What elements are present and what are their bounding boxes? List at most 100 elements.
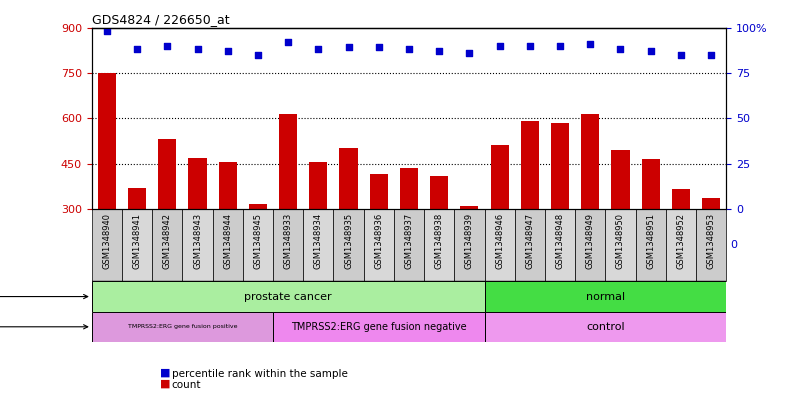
Bar bbox=[339, 149, 358, 209]
Text: GSM1348942: GSM1348942 bbox=[163, 213, 172, 268]
Text: GSM1348946: GSM1348946 bbox=[495, 213, 504, 269]
Bar bbox=[460, 206, 479, 209]
Bar bbox=[334, 209, 364, 281]
Bar bbox=[484, 209, 515, 281]
Bar bbox=[394, 209, 424, 281]
Text: GSM1348945: GSM1348945 bbox=[254, 213, 263, 268]
Bar bbox=[92, 312, 273, 342]
Bar bbox=[273, 312, 484, 342]
Text: prostate cancer: prostate cancer bbox=[244, 292, 332, 301]
Bar bbox=[310, 162, 327, 209]
Text: GSM1348939: GSM1348939 bbox=[465, 213, 474, 269]
Bar bbox=[303, 209, 334, 281]
Point bbox=[554, 42, 567, 49]
Point bbox=[584, 41, 597, 47]
Text: GSM1348949: GSM1348949 bbox=[586, 213, 595, 268]
Bar bbox=[454, 209, 484, 281]
Bar bbox=[249, 204, 267, 209]
Point bbox=[463, 50, 476, 56]
Point bbox=[101, 28, 113, 34]
Bar bbox=[183, 209, 212, 281]
Text: GSM1348938: GSM1348938 bbox=[435, 213, 444, 269]
Point bbox=[221, 48, 234, 54]
Text: TMPRSS2:ERG gene fusion positive: TMPRSS2:ERG gene fusion positive bbox=[128, 324, 237, 329]
Bar bbox=[484, 281, 726, 312]
Point bbox=[131, 46, 144, 52]
Text: GSM1348936: GSM1348936 bbox=[374, 213, 383, 269]
Text: GSM1348943: GSM1348943 bbox=[193, 213, 202, 269]
Point bbox=[644, 48, 657, 54]
Text: GSM1348950: GSM1348950 bbox=[616, 213, 625, 268]
Bar bbox=[696, 209, 726, 281]
Point bbox=[674, 51, 687, 58]
Bar bbox=[369, 174, 388, 209]
Bar bbox=[575, 209, 606, 281]
Bar bbox=[606, 209, 635, 281]
Bar bbox=[364, 209, 394, 281]
Bar bbox=[430, 176, 448, 209]
Bar bbox=[515, 209, 545, 281]
Point bbox=[493, 42, 506, 49]
Text: genotype/variation: genotype/variation bbox=[0, 322, 88, 332]
Text: GSM1348941: GSM1348941 bbox=[132, 213, 141, 268]
Bar bbox=[128, 188, 146, 209]
Point bbox=[161, 42, 174, 49]
Text: ■: ■ bbox=[160, 368, 170, 378]
Bar bbox=[188, 158, 207, 209]
Text: GSM1348948: GSM1348948 bbox=[555, 213, 564, 269]
Point bbox=[312, 46, 325, 52]
Bar bbox=[92, 209, 122, 281]
Point bbox=[282, 39, 294, 45]
Bar bbox=[92, 281, 484, 312]
Point bbox=[402, 46, 415, 52]
Text: GSM1348933: GSM1348933 bbox=[283, 213, 293, 269]
Bar bbox=[158, 140, 176, 209]
Bar bbox=[672, 189, 690, 209]
Bar bbox=[551, 123, 569, 209]
Bar bbox=[484, 312, 726, 342]
Point bbox=[373, 44, 385, 51]
Bar bbox=[279, 114, 297, 209]
Point bbox=[342, 44, 355, 51]
Bar bbox=[219, 162, 237, 209]
Bar bbox=[545, 209, 575, 281]
Text: control: control bbox=[586, 322, 625, 332]
Bar bbox=[581, 114, 599, 209]
Text: GSM1348947: GSM1348947 bbox=[525, 213, 535, 269]
Bar bbox=[212, 209, 243, 281]
Text: ■: ■ bbox=[160, 379, 170, 389]
Point bbox=[614, 46, 627, 52]
Bar bbox=[491, 145, 508, 209]
Text: count: count bbox=[172, 380, 201, 390]
Text: GSM1348953: GSM1348953 bbox=[706, 213, 716, 269]
Bar bbox=[243, 209, 273, 281]
Bar bbox=[611, 150, 630, 209]
Point bbox=[523, 42, 536, 49]
Bar bbox=[702, 198, 720, 209]
Bar bbox=[521, 121, 539, 209]
Bar bbox=[122, 209, 152, 281]
Text: normal: normal bbox=[586, 292, 625, 301]
Bar bbox=[98, 73, 116, 209]
Text: disease state: disease state bbox=[0, 292, 88, 301]
Bar bbox=[400, 168, 418, 209]
Point bbox=[191, 46, 203, 52]
Text: TMPRSS2:ERG gene fusion negative: TMPRSS2:ERG gene fusion negative bbox=[291, 322, 467, 332]
Text: GDS4824 / 226650_at: GDS4824 / 226650_at bbox=[92, 13, 229, 26]
Bar bbox=[635, 209, 666, 281]
Point bbox=[705, 51, 717, 58]
Text: GSM1348934: GSM1348934 bbox=[314, 213, 323, 269]
Text: percentile rank within the sample: percentile rank within the sample bbox=[172, 369, 347, 379]
Text: 0: 0 bbox=[731, 240, 737, 250]
Text: GSM1348935: GSM1348935 bbox=[344, 213, 353, 269]
Point bbox=[433, 48, 445, 54]
Bar bbox=[666, 209, 696, 281]
Bar bbox=[152, 209, 183, 281]
Text: GSM1348937: GSM1348937 bbox=[405, 213, 413, 269]
Text: GSM1348940: GSM1348940 bbox=[102, 213, 112, 268]
Bar bbox=[273, 209, 303, 281]
Text: GSM1348951: GSM1348951 bbox=[646, 213, 655, 268]
Bar bbox=[642, 159, 660, 209]
Point bbox=[251, 51, 264, 58]
Text: GSM1348944: GSM1348944 bbox=[223, 213, 232, 268]
